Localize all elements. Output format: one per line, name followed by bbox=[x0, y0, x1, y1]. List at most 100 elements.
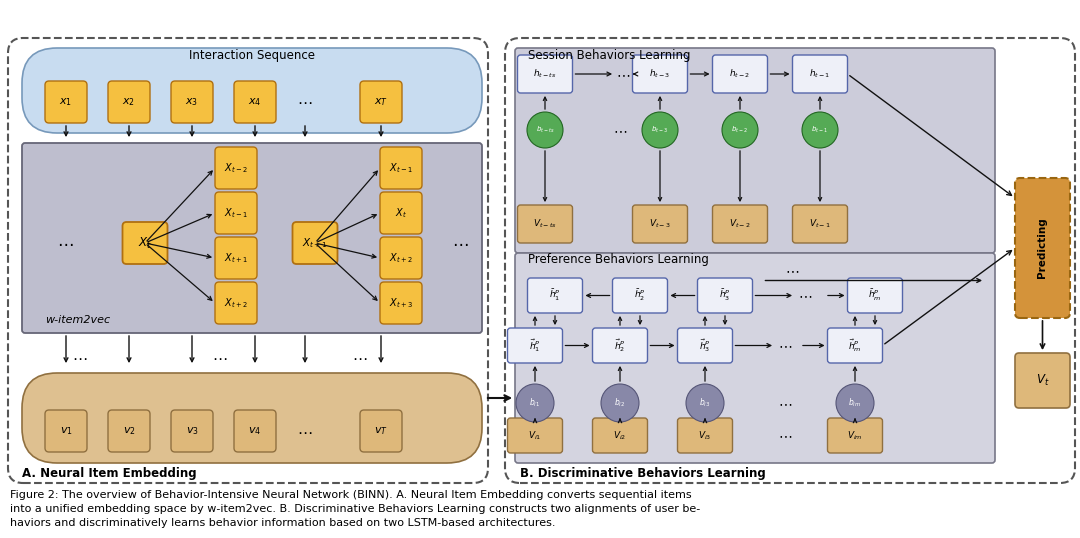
Text: $h_{t-1}$: $h_{t-1}$ bbox=[809, 68, 831, 80]
FancyBboxPatch shape bbox=[234, 410, 276, 452]
Text: $v_2$: $v_2$ bbox=[123, 425, 135, 437]
Text: $\cdots$: $\cdots$ bbox=[612, 123, 627, 137]
FancyBboxPatch shape bbox=[527, 278, 582, 313]
Text: w-item2vec: w-item2vec bbox=[45, 315, 110, 325]
FancyBboxPatch shape bbox=[234, 81, 276, 123]
FancyBboxPatch shape bbox=[508, 418, 563, 453]
FancyBboxPatch shape bbox=[505, 38, 1075, 483]
Text: $X_t$: $X_t$ bbox=[138, 236, 152, 251]
FancyBboxPatch shape bbox=[1015, 353, 1070, 408]
FancyBboxPatch shape bbox=[360, 410, 402, 452]
Text: $\cdots$: $\cdots$ bbox=[616, 67, 630, 81]
Text: $V_{t-2}$: $V_{t-2}$ bbox=[729, 218, 751, 230]
FancyBboxPatch shape bbox=[827, 418, 882, 453]
FancyBboxPatch shape bbox=[612, 278, 667, 313]
FancyBboxPatch shape bbox=[380, 237, 422, 279]
Text: $\cdots$: $\cdots$ bbox=[778, 428, 792, 442]
Text: $\vec{h}_m^P$: $\vec{h}_m^P$ bbox=[848, 337, 862, 354]
Text: $b_{im}$: $b_{im}$ bbox=[849, 397, 862, 409]
Text: $X_{t-1}$: $X_{t-1}$ bbox=[389, 161, 413, 175]
Text: $\cdots$: $\cdots$ bbox=[72, 350, 87, 365]
FancyBboxPatch shape bbox=[215, 237, 257, 279]
Text: $x_4$: $x_4$ bbox=[248, 96, 261, 108]
Circle shape bbox=[723, 112, 758, 148]
Text: $\cdots$: $\cdots$ bbox=[56, 234, 73, 252]
Text: $x_2$: $x_2$ bbox=[122, 96, 135, 108]
Text: $h_{t-2}$: $h_{t-2}$ bbox=[729, 68, 751, 80]
FancyBboxPatch shape bbox=[171, 81, 213, 123]
Text: $\cdots$: $\cdots$ bbox=[451, 234, 469, 252]
Text: $\cdots$: $\cdots$ bbox=[213, 350, 228, 365]
Text: Preference Behaviors Learning: Preference Behaviors Learning bbox=[528, 253, 708, 266]
Text: Session Behaviors Learning: Session Behaviors Learning bbox=[528, 48, 690, 61]
Text: $h_{t-ts}$: $h_{t-ts}$ bbox=[534, 68, 557, 80]
FancyBboxPatch shape bbox=[22, 373, 482, 463]
FancyBboxPatch shape bbox=[793, 55, 848, 93]
Text: $h_{t-3}$: $h_{t-3}$ bbox=[649, 68, 671, 80]
Text: $X_{t+1}$: $X_{t+1}$ bbox=[225, 251, 248, 265]
FancyBboxPatch shape bbox=[713, 205, 768, 243]
Text: $b_{t-ts}$: $b_{t-ts}$ bbox=[536, 125, 554, 135]
Circle shape bbox=[836, 384, 874, 422]
Circle shape bbox=[642, 112, 678, 148]
Text: Interaction Sequence: Interaction Sequence bbox=[189, 49, 315, 62]
FancyBboxPatch shape bbox=[515, 48, 995, 253]
FancyBboxPatch shape bbox=[45, 410, 87, 452]
FancyBboxPatch shape bbox=[517, 205, 572, 243]
Circle shape bbox=[686, 384, 724, 422]
Text: $b_{i3}$: $b_{i3}$ bbox=[700, 397, 711, 409]
Circle shape bbox=[527, 112, 563, 148]
Text: $V_{i1}$: $V_{i1}$ bbox=[528, 429, 542, 442]
FancyBboxPatch shape bbox=[45, 81, 87, 123]
Text: $x_3$: $x_3$ bbox=[186, 96, 199, 108]
FancyBboxPatch shape bbox=[633, 55, 688, 93]
Text: A. Neural Item Embedding: A. Neural Item Embedding bbox=[22, 466, 197, 479]
Text: $\vec{h}_2^P$: $\vec{h}_2^P$ bbox=[615, 337, 625, 354]
Text: $\cdots$: $\cdots$ bbox=[352, 350, 367, 365]
Text: $v_4$: $v_4$ bbox=[248, 425, 261, 437]
Text: $X_{t-2}$: $X_{t-2}$ bbox=[225, 161, 247, 175]
FancyBboxPatch shape bbox=[593, 328, 648, 363]
Circle shape bbox=[516, 384, 554, 422]
FancyBboxPatch shape bbox=[508, 328, 563, 363]
Text: $\bar{h}_3^P$: $\bar{h}_3^P$ bbox=[719, 288, 731, 303]
Text: $\cdots$: $\cdots$ bbox=[297, 423, 313, 438]
Circle shape bbox=[600, 384, 639, 422]
FancyBboxPatch shape bbox=[215, 192, 257, 234]
FancyBboxPatch shape bbox=[380, 282, 422, 324]
Text: $\cdots$: $\cdots$ bbox=[785, 264, 799, 278]
Text: $b_{t-2}$: $b_{t-2}$ bbox=[731, 125, 748, 135]
Text: $X_{t-1}$: $X_{t-1}$ bbox=[225, 206, 248, 220]
Text: $\cdots$: $\cdots$ bbox=[778, 396, 792, 410]
Text: $b_{i2}$: $b_{i2}$ bbox=[615, 397, 625, 409]
FancyBboxPatch shape bbox=[215, 147, 257, 189]
Text: $v_T$: $v_T$ bbox=[374, 425, 388, 437]
Text: $b_{t-1}$: $b_{t-1}$ bbox=[811, 125, 828, 135]
Text: $V_{i3}$: $V_{i3}$ bbox=[699, 429, 712, 442]
Text: $V_{t-3}$: $V_{t-3}$ bbox=[649, 218, 671, 230]
Text: $X_t$: $X_t$ bbox=[395, 206, 407, 220]
Text: $X_{t+2}$: $X_{t+2}$ bbox=[225, 296, 247, 310]
FancyBboxPatch shape bbox=[215, 282, 257, 324]
FancyBboxPatch shape bbox=[108, 410, 150, 452]
Text: $\bar{h}_1^P$: $\bar{h}_1^P$ bbox=[550, 288, 561, 303]
FancyBboxPatch shape bbox=[593, 418, 648, 453]
FancyBboxPatch shape bbox=[8, 38, 488, 483]
Text: $X_{t+1}$: $X_{t+1}$ bbox=[302, 236, 327, 250]
FancyBboxPatch shape bbox=[517, 55, 572, 93]
FancyBboxPatch shape bbox=[22, 48, 482, 133]
FancyBboxPatch shape bbox=[380, 192, 422, 234]
Text: $\vec{h}_3^P$: $\vec{h}_3^P$ bbox=[699, 337, 711, 354]
Text: $v_3$: $v_3$ bbox=[186, 425, 199, 437]
FancyBboxPatch shape bbox=[677, 328, 732, 363]
Text: $V_{im}$: $V_{im}$ bbox=[847, 429, 863, 442]
FancyBboxPatch shape bbox=[515, 253, 995, 463]
Text: $v_1$: $v_1$ bbox=[59, 425, 72, 437]
Text: $\cdots$: $\cdots$ bbox=[778, 338, 792, 352]
Text: $\bar{h}_m^P$: $\bar{h}_m^P$ bbox=[868, 288, 881, 303]
FancyBboxPatch shape bbox=[171, 410, 213, 452]
Text: Predicting: Predicting bbox=[1038, 218, 1048, 278]
Circle shape bbox=[802, 112, 838, 148]
FancyBboxPatch shape bbox=[122, 222, 167, 264]
FancyBboxPatch shape bbox=[360, 81, 402, 123]
